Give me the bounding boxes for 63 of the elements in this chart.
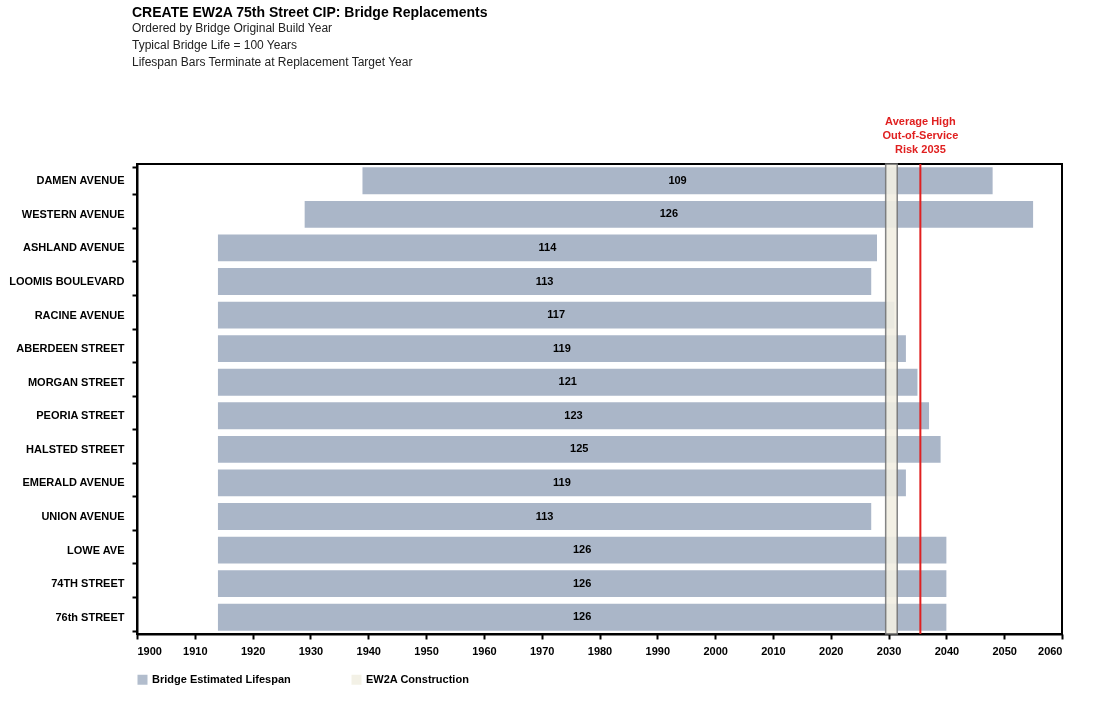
x-tick-label: 1930 <box>298 644 324 657</box>
bar <box>217 469 906 497</box>
y-tick-label: RACINE AVENUE <box>34 308 125 321</box>
x-tick-label: 2060 <box>1038 644 1063 657</box>
x-tick-label: 2000 <box>703 644 728 657</box>
y-tick-label: 76th STREET <box>55 610 125 623</box>
x-tick-label: 1970 <box>529 644 555 657</box>
data-label: 126 <box>659 207 679 220</box>
data-label: 114 <box>538 240 558 253</box>
data-label: 119 <box>553 341 571 354</box>
x-tick-label: 2010 <box>761 644 786 657</box>
x-tick-label: 1920 <box>240 644 266 657</box>
bar <box>217 268 872 295</box>
data-label: 109 <box>668 173 687 186</box>
ref-line-label: Average High Out-of-Service Risk 2035 <box>882 115 959 155</box>
data-label: 113 <box>535 274 554 287</box>
bar <box>217 335 906 363</box>
x-tick-label: 1940 <box>356 644 381 657</box>
y-tick-label: WESTERN AVENUE <box>21 207 125 220</box>
x-tick-label: 1990 <box>645 644 671 657</box>
x-tick-label: 1910 <box>183 644 208 657</box>
data-label: 125 <box>570 442 589 455</box>
x-tick-label: 2030 <box>876 644 902 657</box>
bar <box>217 368 918 396</box>
y-tick-label: MORGAN STREET <box>27 375 125 388</box>
x-tick-label: 2050 <box>992 644 1017 657</box>
bar <box>217 570 947 598</box>
y-tick-label: UNION AVENUE <box>41 510 125 522</box>
data-label: 121 <box>558 375 577 388</box>
y-tick-label: 74TH STREET <box>51 577 125 590</box>
x-tick-label: 2020 <box>819 644 844 657</box>
y-tick-label: ASHLAND AVENUE <box>23 241 125 254</box>
bar <box>304 200 1034 228</box>
y-tick-label: LOOMIS BOULEVARD <box>9 275 125 287</box>
data-label: 126 <box>572 610 592 623</box>
data-label: 117 <box>547 308 566 321</box>
bar <box>217 402 930 430</box>
data-label: 123 <box>564 408 583 421</box>
data-label: 113 <box>535 509 554 522</box>
x-tick-label: 1980 <box>587 644 613 657</box>
y-tick-label: ABERDEEN STREET <box>16 342 125 355</box>
bar <box>217 603 947 631</box>
legend-label: Bridge Estimated Lifespan <box>152 672 292 685</box>
bar <box>217 435 941 463</box>
legend-label: EW2A Construction <box>366 672 470 685</box>
y-tick-label: HALSTED STREET <box>26 442 125 455</box>
data-label: 126 <box>572 576 592 589</box>
x-tick-label: 1900 <box>137 644 162 657</box>
y-tick-label: PEORIA STREET <box>36 409 125 422</box>
data-label: 126 <box>572 543 592 556</box>
bar <box>217 503 872 530</box>
x-tick-label: 1950 <box>414 644 439 657</box>
y-tick-label: EMERALD AVENUE <box>22 476 125 489</box>
x-tick-label: 1960 <box>472 644 497 657</box>
bar <box>362 167 993 195</box>
chart-title: CREATE EW2A 75th Street CIP: Bridge Replacements <box>132 4 488 20</box>
chart-subtitle: Ordered by Bridge Original Build Year Typical Bridge Life = 100 Years Lifespan Bars Terminate at Replacement Target Year <box>132 21 413 69</box>
bar <box>217 234 877 262</box>
y-tick-label: LOWE AVE <box>67 543 125 556</box>
x-tick-label: 2040 <box>934 644 960 657</box>
bar <box>217 536 947 564</box>
data-label: 119 <box>553 475 571 488</box>
y-tick-label: DAMEN AVENUE <box>36 174 125 187</box>
